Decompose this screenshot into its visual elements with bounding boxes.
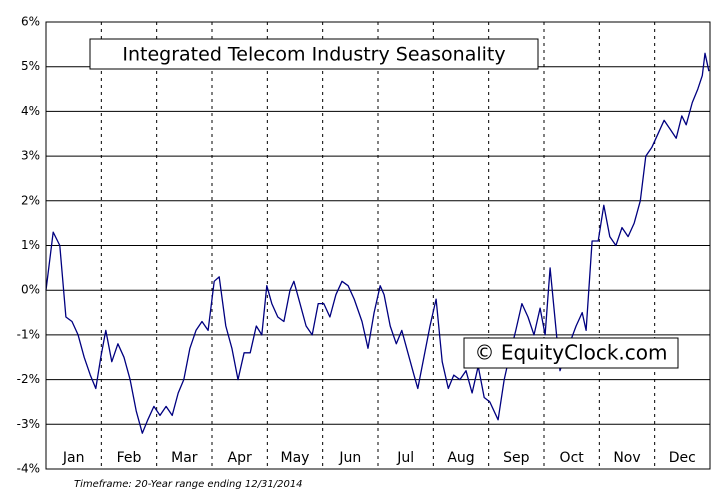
y-tick-label: 2% <box>21 193 40 207</box>
y-tick-label: 4% <box>21 104 40 118</box>
x-tick-label: Aug <box>447 450 474 466</box>
title-box <box>89 38 539 70</box>
plot <box>45 52 710 434</box>
x-tick-label: Jan <box>62 450 85 466</box>
y-tick-label: 3% <box>21 149 40 163</box>
watermark: © EquityClock.com <box>474 341 667 365</box>
y-tick-label: -3% <box>17 417 40 431</box>
x-tick-label: May <box>281 450 310 466</box>
x-tick-label: Feb <box>117 450 142 466</box>
y-tick-label: 6% <box>21 15 40 29</box>
watermark-box <box>463 337 679 369</box>
plot-frame <box>45 21 711 470</box>
x-tick-label: Mar <box>171 450 198 466</box>
x-tick-label: Dec <box>669 450 696 466</box>
x-tick-label: Oct <box>560 450 585 466</box>
series-line <box>45 52 710 434</box>
x-tick-label: Jul <box>396 450 414 466</box>
chart-title: Integrated Telecom Industry Seasonality <box>122 44 505 66</box>
x-tick-label: Jun <box>338 450 361 466</box>
y-tick-label: -2% <box>17 372 40 386</box>
footnote: Timeframe: 20-Year range ending 12/31/20… <box>74 479 303 490</box>
y-tick-label: 1% <box>21 238 40 252</box>
x-tick-label: Sep <box>503 450 530 466</box>
y-tick-label: -1% <box>17 327 40 341</box>
y-tick-label: -4% <box>17 462 40 476</box>
x-tick-label: Nov <box>613 450 640 466</box>
x-tick-label: Apr <box>228 450 252 466</box>
y-tick-label: 0% <box>21 283 40 297</box>
y-tick-label: 5% <box>21 59 40 73</box>
